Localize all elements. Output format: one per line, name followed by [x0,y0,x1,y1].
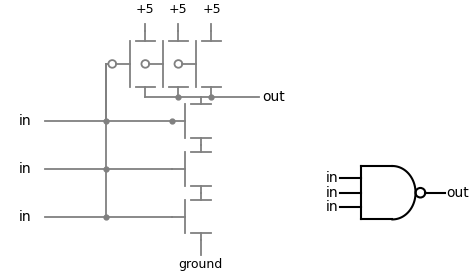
Text: out: out [262,90,285,104]
Text: out: out [447,186,469,200]
Text: +5: +5 [202,3,221,16]
Text: in: in [19,162,32,176]
Text: +5: +5 [169,3,188,16]
Text: in: in [19,210,32,224]
Text: in: in [325,171,338,185]
Text: in: in [19,114,32,128]
Text: ground: ground [179,258,223,271]
Text: in: in [325,200,338,215]
Text: in: in [325,186,338,200]
Text: +5: +5 [136,3,155,16]
